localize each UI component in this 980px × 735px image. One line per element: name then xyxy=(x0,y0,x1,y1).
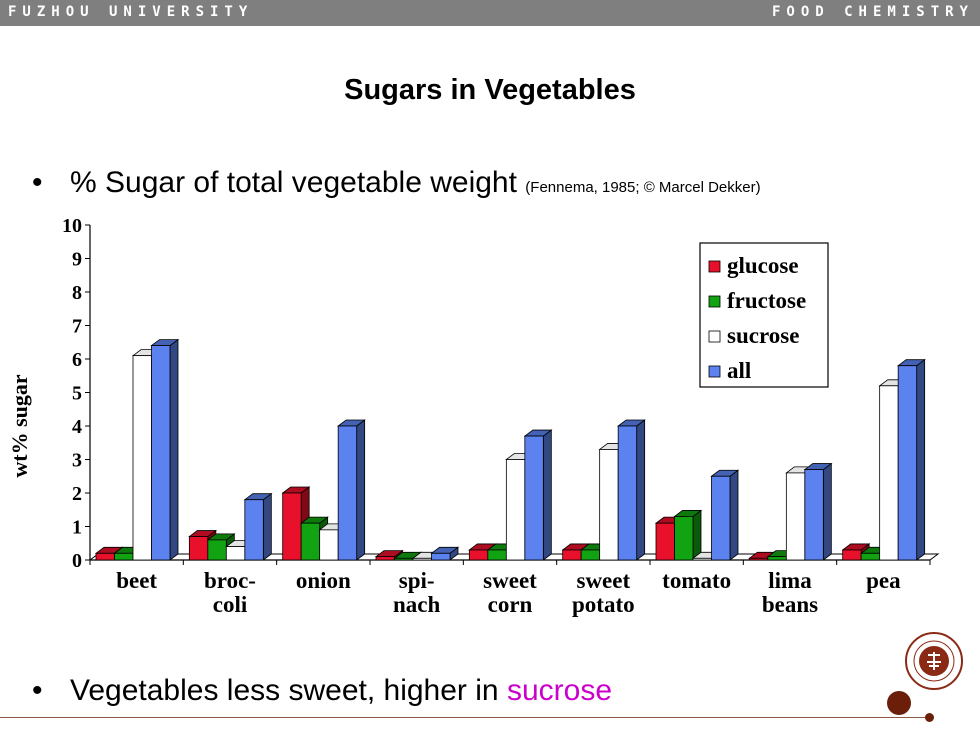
x-tick-label-5-0: sweet xyxy=(577,568,631,593)
bar-fructose-6-side xyxy=(692,509,702,561)
university-seal-icon xyxy=(905,632,963,690)
bar-all-5 xyxy=(617,425,638,561)
header-course: FOOD CHEMISTRY xyxy=(771,4,974,20)
highlight-sucrose: sucrose xyxy=(506,674,612,707)
y-tick-label-0: 0 xyxy=(72,550,82,572)
bar-all-3 xyxy=(431,552,451,561)
bullet-dot: • xyxy=(32,674,43,707)
bar-fructose-7 xyxy=(767,556,787,561)
bar-fructose-8 xyxy=(860,552,881,561)
bullet-first-text: % Sugar of total vegetable weight xyxy=(70,166,517,199)
x-tick-label-2-0: onion xyxy=(296,568,351,593)
bar-glucose-5 xyxy=(562,549,582,561)
legend-swatch-fructose xyxy=(708,295,721,308)
y-tick-label-1: 1 xyxy=(72,517,82,539)
bar-all-2-side xyxy=(356,419,366,561)
bar-all-4 xyxy=(524,435,544,561)
y-axis-label: wt% sugar xyxy=(7,374,32,478)
x-tick-label-5-1: potato xyxy=(572,592,635,617)
bar-glucose-2 xyxy=(282,492,302,561)
bar-glucose-3 xyxy=(375,556,395,561)
bar-all-1 xyxy=(244,499,264,561)
legend-box xyxy=(699,242,829,388)
legend-swatch-sucrose xyxy=(708,330,721,343)
bar-all-4-side xyxy=(542,429,552,561)
bar-fructose-5 xyxy=(580,549,601,561)
x-tick-label-1-1: coli xyxy=(213,592,248,617)
bar-glucose-4 xyxy=(468,549,489,561)
y-tick-label-8: 8 xyxy=(72,282,82,304)
bar-fructose-6 xyxy=(674,516,694,561)
x-tick-label-0-0: beet xyxy=(116,568,157,593)
y-tick-label-10: 10 xyxy=(62,215,82,237)
x-tick-label-7-1: beans xyxy=(762,592,818,617)
bar-glucose-6 xyxy=(655,522,675,561)
bar-all-8 xyxy=(897,365,918,561)
x-tick-label-3-0: spi- xyxy=(399,568,435,593)
bar-sucrose-7 xyxy=(785,472,806,561)
legend-label-all: all xyxy=(727,358,751,383)
bar-all-1-side xyxy=(262,492,272,561)
x-tick-label-6-0: tomato xyxy=(662,568,731,593)
bullet-second: • Vegetables less sweet, higher in sucros… xyxy=(32,674,612,708)
legend-label-glucose: glucose xyxy=(727,253,799,278)
bullet-dot: • xyxy=(32,166,43,199)
bar-glucose-1 xyxy=(188,536,209,561)
footer-dot-large xyxy=(887,691,911,715)
x-tick-label-4-0: sweet xyxy=(483,568,537,593)
bullet-second-text: Vegetables less sweet, higher in xyxy=(70,674,499,707)
y-tick-label-2: 2 xyxy=(72,483,82,505)
x-tick-label-1-0: broc- xyxy=(204,568,256,593)
x-tick-label-7-0: lima xyxy=(768,568,812,593)
bar-fructose-3 xyxy=(394,557,414,561)
y-tick-label-3: 3 xyxy=(72,450,82,472)
bar-sucrose-2 xyxy=(319,529,339,561)
bar-all-6-side xyxy=(729,469,739,561)
bar-fructose-1 xyxy=(207,539,227,561)
y-tick-label-5: 5 xyxy=(72,383,82,405)
bar-all-7-side xyxy=(822,462,832,561)
y-tick-label-9: 9 xyxy=(72,249,82,271)
header-university: FUZHOU UNIVERSITY xyxy=(8,4,254,20)
bar-sucrose-5 xyxy=(599,449,619,561)
x-tick-label-4-1: corn xyxy=(488,592,533,617)
bar-all-0-side xyxy=(169,338,179,561)
footer-dot-small xyxy=(925,713,934,722)
legend-label-sucrose: sucrose xyxy=(727,323,799,348)
bar-glucose-8 xyxy=(842,549,862,561)
bar-fructose-2 xyxy=(300,522,321,561)
bar-sucrose-6 xyxy=(692,557,712,561)
legend-swatch-all xyxy=(708,365,721,378)
bar-fructose-0 xyxy=(114,552,134,561)
y-tick-label-6: 6 xyxy=(72,349,82,371)
bar-all-8-side xyxy=(916,358,926,561)
slide-title: Sugars in Vegetables xyxy=(344,74,636,106)
bullet-first: • % Sugar of total vegetable weight (Fenn… xyxy=(32,166,761,200)
x-tick-label-8-0: pea xyxy=(866,568,901,593)
bar-all-7 xyxy=(804,469,824,561)
bar-glucose-0 xyxy=(95,552,115,561)
bar-sucrose-3 xyxy=(412,557,432,561)
bar-all-6 xyxy=(711,475,731,561)
footer-line xyxy=(0,717,930,718)
legend-label-fructose: fructose xyxy=(727,288,806,313)
bar-all-5-side xyxy=(636,419,646,561)
y-tick-label-7: 7 xyxy=(72,316,82,338)
bar-all-2 xyxy=(337,425,358,561)
x-tick-label-3-1: nach xyxy=(393,592,441,617)
bar-sucrose-0 xyxy=(132,355,152,561)
bar-all-0 xyxy=(151,345,171,561)
bar-sucrose-1 xyxy=(225,546,246,561)
y-tick-label-4: 4 xyxy=(72,416,82,438)
header-bar: FUZHOU UNIVERSITY FOOD CHEMISTRY xyxy=(0,0,980,26)
bar-fructose-4 xyxy=(487,549,507,561)
bar-glucose-7 xyxy=(748,557,769,561)
citation: (Fennema, 1985; © Marcel Dekker) xyxy=(525,179,761,196)
bar-sucrose-4 xyxy=(505,459,526,561)
legend-swatch-glucose xyxy=(708,260,721,273)
bar-sucrose-8 xyxy=(879,385,899,561)
